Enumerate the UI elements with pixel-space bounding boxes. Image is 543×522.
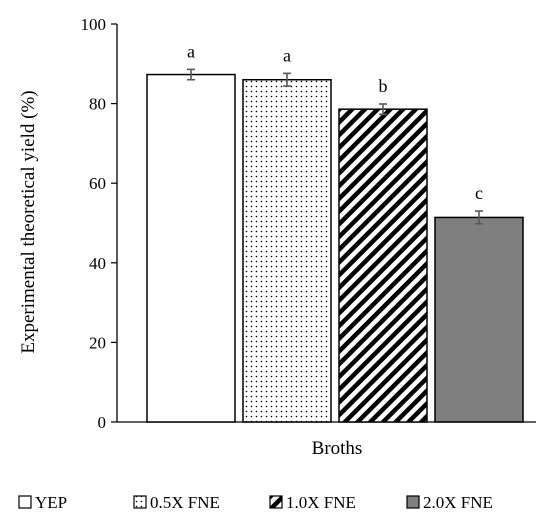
y-tick-label: 40 [89,254,106,273]
significance-letter: b [379,76,388,96]
legend-label: 0.5X FNE [150,493,220,512]
legend-label: 2.0X FNE [423,493,493,512]
bar [242,78,332,423]
bar [434,216,524,423]
significance-letter: c [475,183,483,203]
x-axis-title: Broths [312,438,363,459]
bar [338,108,428,423]
y-tick-label: 80 [89,95,106,114]
y-tick-label: 0 [98,413,107,432]
significance-letter: a [187,41,195,61]
bars: a a b c [146,41,524,423]
y-tick-label: 60 [89,174,106,193]
y-tick-label: 20 [89,333,106,352]
legend-swatch [269,495,283,509]
legend: YEP 0.5X FNE 1.0X FNE 2.0X FNE [18,493,493,512]
y-tick-label: 100 [81,15,107,34]
y-axis-title: Experimental theoretical yield (%) [18,90,39,353]
bar [146,73,236,423]
legend-swatch [133,495,147,509]
legend-swatch [18,495,32,509]
significance-letter: a [283,45,291,65]
legend-label: YEP [35,493,67,512]
legend-label: 1.0X FNE [286,493,356,512]
legend-swatch [406,495,420,509]
